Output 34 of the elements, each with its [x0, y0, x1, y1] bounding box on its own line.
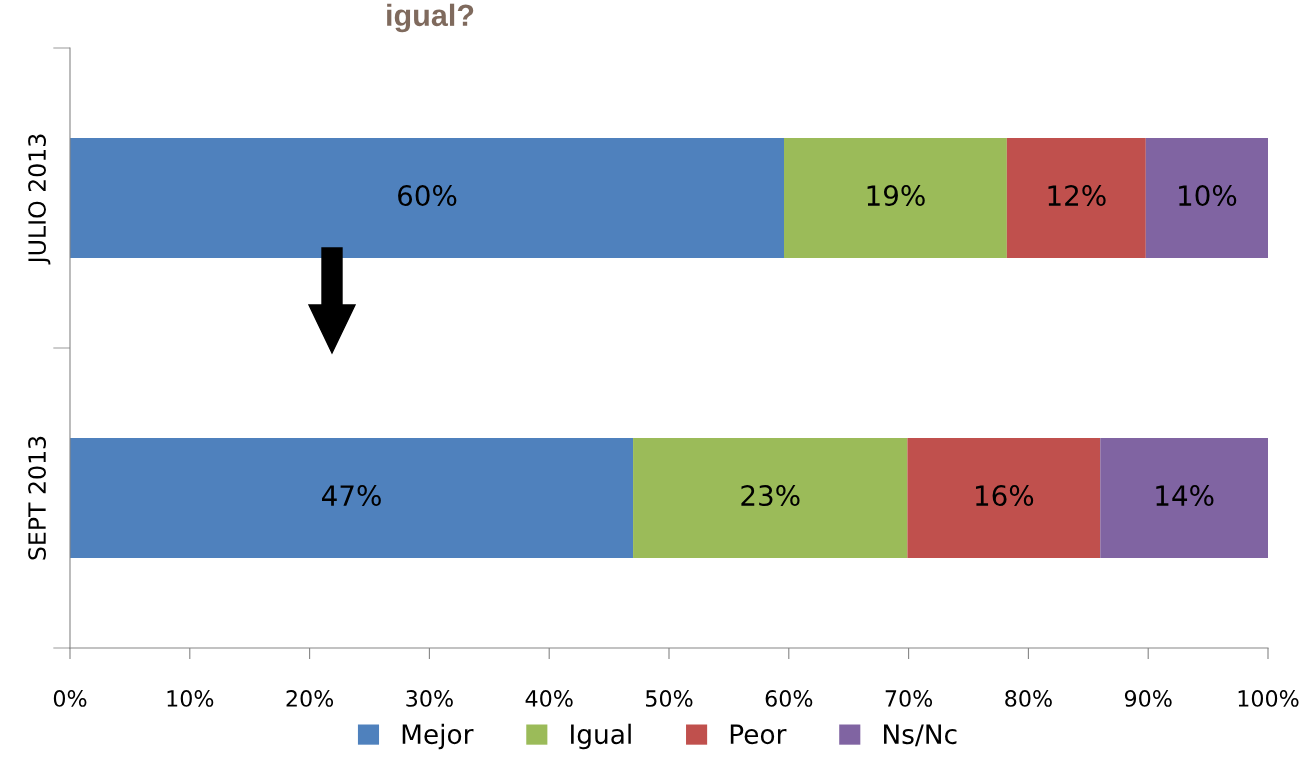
data-label: 16%: [976, 485, 1034, 507]
x-tick-label: 30%: [406, 690, 453, 707]
bar: [70, 438, 634, 558]
bar: [1006, 138, 1146, 258]
x-tick-label: 20%: [286, 690, 334, 707]
bar: [784, 138, 1007, 258]
bar: [1100, 438, 1268, 558]
y-tick-label: SEPT 2013: [28, 436, 46, 560]
bar: [907, 438, 1101, 558]
x-tick-label: 80%: [1005, 690, 1052, 707]
x-tick-label: 70%: [885, 690, 933, 707]
legend-label: Peor: [730, 724, 787, 745]
chart-title: igual?: [387, 3, 474, 33]
x-tick-label: 100%: [1238, 690, 1299, 707]
x-tick-label: 50%: [646, 690, 693, 707]
x-tick-label: 60%: [765, 690, 813, 707]
data-label: 12%: [1048, 185, 1106, 207]
x-tick-label: 90%: [1124, 690, 1172, 707]
data-label: 23%: [741, 485, 800, 507]
data-label: 19%: [867, 185, 925, 207]
x-tick-label: 10%: [167, 690, 214, 707]
data-label: 60%: [398, 185, 457, 207]
bar: [70, 138, 785, 258]
bar: [1145, 138, 1268, 258]
x-tick-label: 0%: [53, 690, 87, 707]
legend-label: Ns/Nc: [884, 724, 957, 747]
bar: [633, 438, 908, 558]
y-tick-label: JULIO 2013: [28, 134, 51, 265]
legend-label: Mejor: [402, 723, 474, 750]
data-label: 14%: [1156, 485, 1214, 507]
data-label: 47%: [322, 485, 381, 507]
data-label: 10%: [1179, 185, 1237, 207]
x-tick-label: 40%: [525, 690, 573, 707]
legend-label: Igual: [571, 723, 631, 750]
